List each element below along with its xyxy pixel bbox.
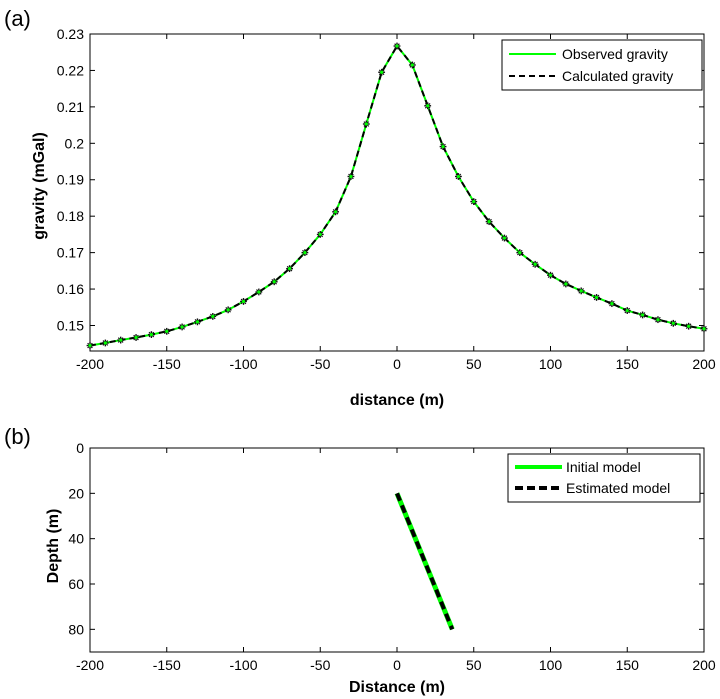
data-point [380, 70, 384, 74]
data-point [211, 314, 215, 318]
panel-a-y-tick-label: 0.23 [57, 26, 84, 42]
panel-b-x-tick-label: 200 [692, 657, 716, 673]
legend-observed-label: Observed gravity [562, 46, 668, 62]
panel-a-y-tick-label: 0.17 [57, 245, 84, 261]
data-point [548, 273, 553, 277]
panel-a-x-axis-label: distance (m) [350, 392, 444, 409]
data-point [395, 44, 399, 48]
data-point [364, 122, 368, 126]
panel-b-label: (b) [4, 424, 31, 449]
data-point [610, 302, 614, 306]
estimated-model-line [395, 492, 455, 631]
data-point [456, 174, 460, 179]
panel-a-x-tick-label: 0 [393, 356, 401, 372]
panel-a-x-tick-label: 50 [466, 356, 482, 372]
panel-a-x-tick-label: -100 [229, 356, 257, 372]
data-point [671, 321, 675, 325]
panel-a-x-tick-label: 150 [616, 356, 640, 372]
panel-a-y-tick-label: 0.2 [65, 135, 85, 151]
data-point [318, 232, 322, 237]
panel-b-x-tick-label: 100 [539, 657, 563, 673]
panel-b-y-tick-label: 20 [68, 485, 84, 501]
panel-a-y-tick-label: 0.15 [57, 317, 84, 333]
data-point [502, 236, 507, 240]
panel-a-label: (a) [4, 6, 31, 31]
panel-a-y-tick-label: 0.16 [57, 281, 84, 297]
panel-b-x-axis-label: Distance (m) [349, 679, 445, 696]
data-point [656, 318, 660, 322]
data-point [257, 290, 261, 294]
data-point [88, 343, 92, 348]
panel-a-legend-box [501, 39, 703, 91]
data-point [334, 210, 338, 214]
data-point [180, 325, 184, 329]
legend-calculated-label: Calculated gravity [562, 68, 673, 84]
data-point [472, 200, 476, 204]
data-point [487, 220, 491, 224]
legend-estimated-label: Estimated model [566, 480, 670, 496]
panel-b-legend: Initial model Estimated model [507, 453, 701, 503]
panel-a-x-tick-label: -200 [76, 356, 104, 372]
data-point [687, 324, 691, 328]
data-point [564, 282, 568, 286]
panel-a-y-tick-label: 0.21 [57, 99, 84, 115]
panel-a-plot: -200 -150 -100 -50 0 50 100 150 200 0.15 0.16 0.17 0… [57, 26, 716, 372]
legend-initial-label: Initial model [566, 459, 641, 475]
data-point [410, 63, 414, 67]
data-point [441, 144, 445, 149]
panel-b-x-tick-label: -100 [229, 657, 257, 673]
data-point [287, 267, 292, 271]
panel-b-plot: -200 -150 -100 -50 0 50 100 150 200 0 20 40 60 80 [68, 440, 715, 673]
data-point [518, 251, 522, 255]
panel-b-x-tick-label: -150 [153, 657, 181, 673]
calculated-gravity-line [89, 44, 705, 347]
panel-b-y-tick-label: 60 [68, 576, 84, 592]
data-point [533, 262, 537, 266]
data-point [241, 299, 246, 304]
panel-b-x-tick-label: -50 [310, 657, 330, 673]
panel-b-y-tick-label: 40 [68, 531, 84, 547]
panel-a-y-tick-label: 0.18 [57, 208, 84, 224]
data-point [134, 335, 138, 340]
panel-b-y-tick-label: 80 [68, 621, 84, 637]
panel-a-y-axis-label: gravity (mGal) [31, 132, 48, 240]
data-point [303, 251, 307, 255]
panel-b-x-tick-label: 150 [616, 657, 640, 673]
data-point [702, 327, 706, 331]
panel-a: (a) -200 -150 -100 -50 0 50 100 150 200 0.15 0.16 0… [4, 6, 716, 409]
data-point [579, 289, 583, 293]
panel-a-x-tick-label: 200 [692, 356, 716, 372]
data-point [594, 295, 599, 300]
panel-b-x-tick-label: 0 [393, 657, 401, 673]
panel-a-y-tick-label: 0.19 [57, 172, 84, 188]
data-point [349, 174, 353, 179]
panel-b: (b) -200 -150 -100 -50 0 50 100 150 200 0 20 40 60 80… [4, 424, 716, 696]
panel-b-x-tick-label: -200 [76, 657, 104, 673]
data-point [195, 320, 200, 324]
data-point [226, 308, 230, 312]
panel-b-y-tick-label: 0 [76, 440, 84, 456]
panel-a-legend: Observed gravity Calculated gravity [501, 39, 703, 91]
panel-b-y-axis-label: Depth (m) [45, 509, 62, 584]
panel-a-x-tick-label: -50 [310, 356, 330, 372]
data-point [149, 333, 153, 337]
panel-b-x-tick-label: 50 [466, 657, 482, 673]
data-point [641, 313, 645, 317]
panel-a-y-tick-label: 0.22 [57, 62, 84, 78]
data-point [165, 329, 169, 333]
data-point [119, 338, 123, 342]
data-point [625, 308, 629, 313]
data-point [272, 280, 276, 284]
panel-a-x-tick-label: -150 [153, 356, 181, 372]
panel-a-x-tick-label: 100 [539, 356, 563, 372]
panel-b-legend-box [507, 453, 701, 503]
data-point [103, 341, 107, 345]
data-point [426, 104, 430, 108]
